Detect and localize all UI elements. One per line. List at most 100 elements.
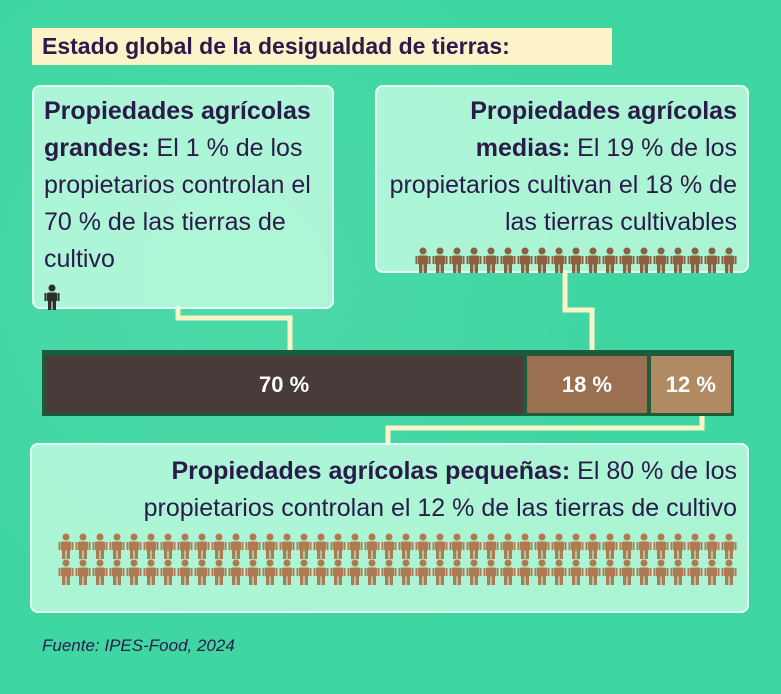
person-icon [568, 533, 584, 559]
value-label: 12 % [665, 371, 716, 397]
person-icon [517, 533, 533, 559]
person-icon [143, 559, 159, 585]
source: Fuente: IPES-Food, 2024 [42, 636, 235, 655]
person-icon [449, 533, 465, 559]
person-icon [466, 559, 482, 585]
owner-icons [42, 533, 737, 585]
person-icon [449, 247, 465, 273]
person-icon [636, 247, 652, 273]
series-name: Propiedades agrícolas pequeñas: [171, 457, 571, 485]
person-icon [500, 559, 516, 585]
person-icon [602, 559, 618, 585]
person-icon [347, 533, 363, 559]
person-icon [534, 559, 550, 585]
series-description: El 19 % de los propietarios cultivan el … [389, 134, 737, 236]
person-icon [670, 559, 686, 585]
person-icon [330, 559, 346, 585]
person-icon [551, 247, 567, 273]
person-icon [58, 559, 74, 585]
person-icon [500, 247, 516, 273]
person-icon [228, 533, 244, 559]
person-icon [483, 533, 499, 559]
series-description: El 1 % de los propietarios controlan el … [44, 134, 311, 273]
person-icon [109, 533, 125, 559]
annotation-text: Propiedades agrícolas pequeñas: El 80 % … [42, 453, 737, 527]
person-icon [432, 559, 448, 585]
annotation-text: Propiedades agrícolas grandes: El 1 % de… [44, 93, 322, 278]
person-icon [653, 247, 669, 273]
person-icon [534, 247, 550, 273]
person-icon [211, 533, 227, 559]
person-icon [228, 559, 244, 585]
person-icon [75, 533, 91, 559]
person-icon [585, 247, 601, 273]
person-icon [517, 247, 533, 273]
person-icon [364, 559, 380, 585]
person-icon [364, 533, 380, 559]
person-icon [483, 247, 499, 273]
person-icon [126, 559, 142, 585]
value-label: 18 % [561, 371, 612, 397]
series-description: El 80 % de los propietarios controlan el… [143, 457, 737, 522]
person-icon [619, 559, 635, 585]
title: Estado global de la desigualdad de tierr… [32, 28, 612, 65]
person-icon [296, 559, 312, 585]
person-icon [245, 533, 261, 559]
annotation-box: Propiedades agrícolas grandes: El 1 % de… [32, 85, 334, 310]
person-icon [75, 559, 91, 585]
person-icon [585, 533, 601, 559]
person-icon [415, 559, 431, 585]
person-icon [160, 559, 176, 585]
person-icon [279, 533, 295, 559]
person-icon [177, 533, 193, 559]
person-icon [398, 533, 414, 559]
person-icon [160, 533, 176, 559]
person-icon [279, 559, 295, 585]
person-icon [211, 559, 227, 585]
person-icon [500, 533, 516, 559]
person-icon [517, 559, 533, 585]
person-icon [262, 559, 278, 585]
person-icon [245, 559, 261, 585]
person-icon [432, 533, 448, 559]
person-icon [619, 247, 635, 273]
person-icon [415, 247, 431, 273]
person-icon [126, 533, 142, 559]
person-icon [670, 533, 686, 559]
person-icon [194, 559, 210, 585]
person-icon [313, 559, 329, 585]
person-icon [296, 533, 312, 559]
person-icon [92, 533, 108, 559]
person-icon [143, 533, 159, 559]
person-icon [653, 559, 669, 585]
bar-segment: 70 % [45, 356, 524, 413]
person-icon [721, 247, 737, 273]
person-icon [466, 533, 482, 559]
series-name: Propiedades agrícolas grandes: [44, 97, 311, 162]
person-icon [585, 559, 601, 585]
person-icon [262, 533, 278, 559]
person-icon [636, 559, 652, 585]
person-icon [551, 559, 567, 585]
person-icon [466, 247, 482, 273]
person-icon [313, 533, 329, 559]
owner-icons [44, 284, 322, 310]
person-icon [670, 247, 686, 273]
person-icon [704, 559, 720, 585]
person-icon [704, 247, 720, 273]
person-icon [44, 284, 60, 310]
person-icon [381, 533, 397, 559]
person-icon [534, 533, 550, 559]
annotation-text: Propiedades agrícolas medias: El 19 % de… [387, 93, 737, 241]
series-name: Propiedades agrícolas medias: [470, 97, 737, 162]
owner-icons [387, 247, 737, 273]
person-icon [330, 533, 346, 559]
person-icon [177, 559, 193, 585]
person-icon [721, 533, 737, 559]
person-icon [92, 559, 108, 585]
person-icon [551, 533, 567, 559]
annotation-box: Propiedades agrícolas medias: El 19 % de… [375, 85, 749, 273]
value-label: 70 % [259, 371, 310, 397]
person-icon [483, 559, 499, 585]
person-icon [602, 247, 618, 273]
